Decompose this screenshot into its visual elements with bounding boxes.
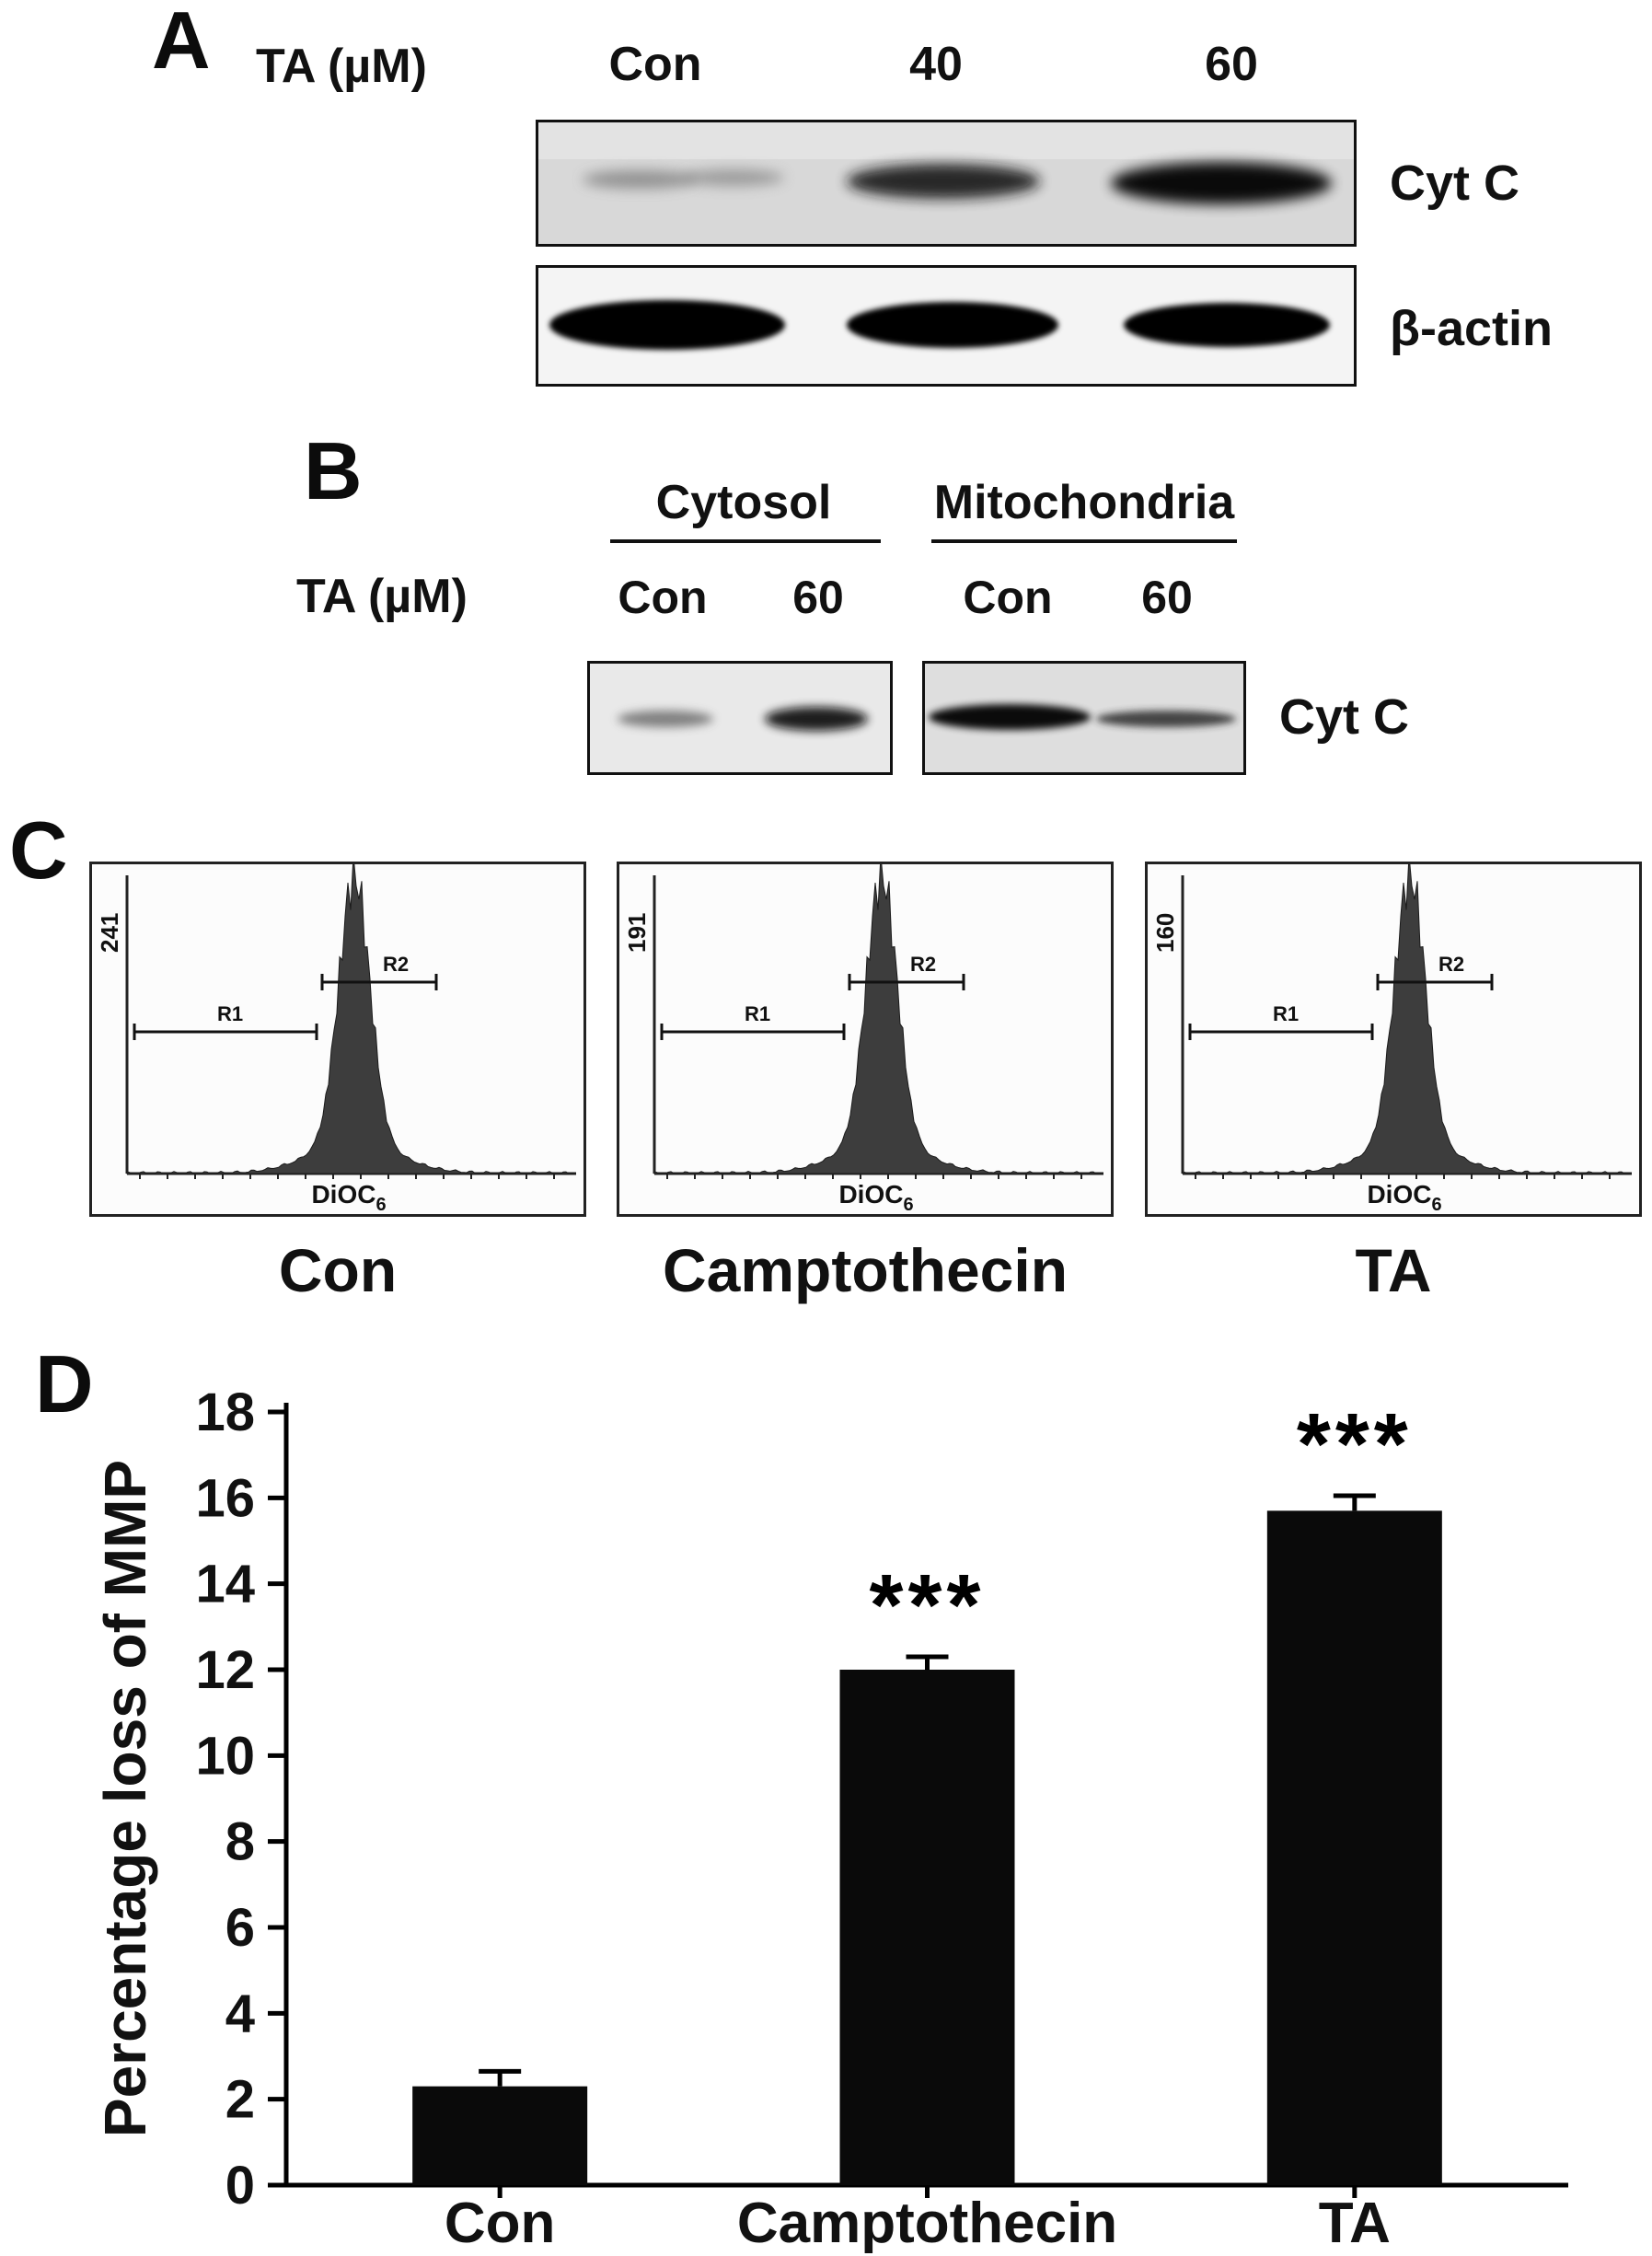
bar-con <box>412 2086 588 2185</box>
panel-b-fraction-cytosol: Cytosol <box>655 476 832 529</box>
panel-c-letter: C <box>9 804 68 896</box>
gate-r1-label: R1 <box>1273 1002 1299 1025</box>
gate-r2-label: R2 <box>383 953 409 976</box>
panel-b-lane-cytosol-60: 60 <box>792 572 844 623</box>
bar-camptothecin <box>839 1670 1015 2185</box>
panel-b-lane-mito-con: Con <box>963 572 1053 623</box>
hist-caption-camptothecin: Camptothecin <box>662 1236 1069 1304</box>
flow-histogram-con-plot: R1 R2 241 DiOC6 <box>96 864 576 1214</box>
chart-y-tick-label: 0 <box>225 2156 255 2216</box>
histogram-peak <box>653 864 1103 1174</box>
hist-xaxis-label: DiOC6 <box>311 1180 386 1214</box>
cytosol-blot-image <box>587 661 893 775</box>
significance-stars: *** <box>870 1556 986 1654</box>
cytc-blot-graphic <box>538 122 1354 244</box>
histogram-peak <box>126 864 576 1174</box>
hist-xaxis-label: DiOC6 <box>1367 1180 1441 1214</box>
flow-histogram-con: R1 R2 241 DiOC6 <box>89 862 586 1217</box>
chart-y-tick-label: 4 <box>225 1984 255 2043</box>
flow-histogram-ta: R1 R2 160 DiOC6 <box>1145 862 1642 1217</box>
chart-x-category-label: TA <box>1319 2192 1391 2253</box>
hist-xaxis-label: DiOC6 <box>838 1180 913 1214</box>
chart-x-category-label: Camptothecin <box>737 2192 1117 2253</box>
panel-b-treatment-label: TA (µM) <box>296 570 468 623</box>
chart-y-tick-label: 2 <box>225 2070 255 2130</box>
panel-a-lane-40: 40 <box>909 38 963 91</box>
mitochondria-blot-graphic <box>925 664 1243 772</box>
cytosol-blot-graphic <box>590 664 890 772</box>
significance-stars: *** <box>1297 1395 1413 1493</box>
bactin-blot-image <box>536 265 1357 387</box>
panel-b-letter: B <box>304 425 363 516</box>
panel-a-lane-60: 60 <box>1205 38 1258 91</box>
panel-a-blot1-label: Cyt C <box>1390 156 1520 211</box>
mmp-bar-chart-plot: 0 2 4 6 8 10 12 14 16 18 Percentage loss of MMP Con… <box>92 1383 1568 2253</box>
panel-a-blot2-label: β-actin <box>1390 301 1553 356</box>
histogram-peak <box>1182 864 1632 1174</box>
hist-ymax-label: 241 <box>96 913 123 953</box>
mitochondria-blot-image <box>922 661 1246 775</box>
chart-y-tick-label: 12 <box>195 1640 255 1700</box>
panel-d-letter: D <box>35 1338 94 1429</box>
chart-y-tick-label: 6 <box>225 1898 255 1958</box>
chart-y-tick-label: 8 <box>225 1812 255 1872</box>
chart-y-axis-title: Percentage loss of MMP <box>92 1460 158 2137</box>
panel-b-blot-label: Cyt C <box>1279 689 1410 745</box>
flow-histogram-camptothecin: R1 R2 191 DiOC6 <box>617 862 1114 1217</box>
chart-y-tick-label: 10 <box>195 1726 255 1786</box>
chart-y-tick-label: 18 <box>195 1383 255 1442</box>
bactin-blot-graphic <box>538 268 1354 384</box>
bar-ta <box>1266 1510 1442 2185</box>
panel-a-lane-con: Con <box>608 38 702 91</box>
cytosol-underline <box>610 539 881 543</box>
hist-ymax-label: 191 <box>623 913 651 953</box>
chart-y-tick-label: 14 <box>195 1555 255 1614</box>
cytc-blot-image <box>536 120 1357 247</box>
gate-r1-label: R1 <box>217 1002 243 1025</box>
panel-b-fraction-mitochondria: Mitochondria <box>933 476 1235 529</box>
gate-r1-label: R1 <box>745 1002 770 1025</box>
hist-ymax-label: 160 <box>1151 913 1179 953</box>
chart-y-tick-label: 16 <box>195 1468 255 1528</box>
flow-histogram-camptothecin-plot: R1 R2 191 DiOC6 <box>623 864 1103 1214</box>
hist-caption-con: Con <box>278 1236 398 1304</box>
flow-histogram-ta-plot: R1 R2 160 DiOC6 <box>1151 864 1632 1214</box>
panel-a-letter: A <box>152 0 211 86</box>
panel-b-lane-mito-60: 60 <box>1141 572 1193 623</box>
panel-a-treatment-label: TA (µM) <box>256 40 427 93</box>
gate-r2-label: R2 <box>1438 953 1464 976</box>
chart-x-category-label: Con <box>445 2192 556 2253</box>
mitochondria-underline <box>931 539 1237 543</box>
hist-caption-ta: TA <box>1355 1236 1432 1304</box>
mmp-bar-chart: 0 2 4 6 8 10 12 14 16 18 Percentage loss of MMP Con… <box>92 1360 1638 2253</box>
gate-r2-label: R2 <box>910 953 936 976</box>
panel-b-lane-cytosol-con: Con <box>618 572 708 623</box>
